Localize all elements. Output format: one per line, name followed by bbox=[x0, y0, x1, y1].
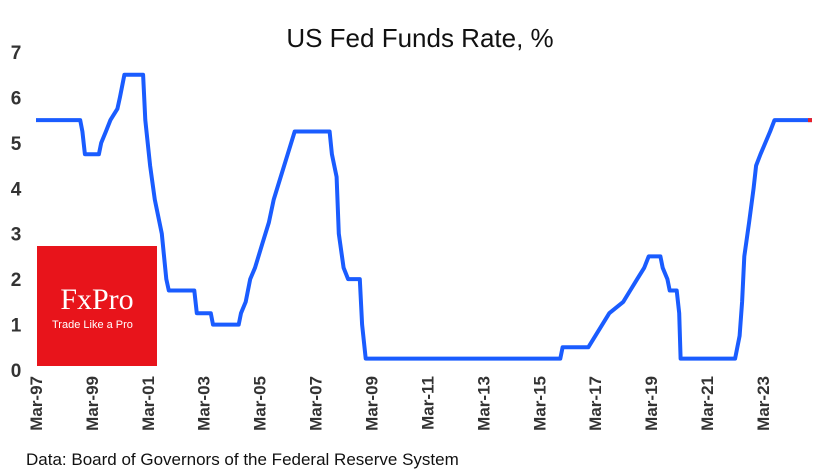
x-tick-label: Mar-23 bbox=[754, 376, 773, 431]
x-tick-label: Mar-11 bbox=[418, 376, 437, 430]
y-axis: 0 1 2 3 4 5 6 7 bbox=[11, 43, 22, 382]
y-tick-label: 2 bbox=[11, 270, 22, 291]
x-tick-label: Mar-03 bbox=[195, 376, 214, 431]
x-tick-label: Mar-13 bbox=[474, 376, 493, 431]
logo-name: FxPro bbox=[60, 283, 133, 316]
x-tick-label: Mar-99 bbox=[83, 376, 102, 431]
x-tick-label: Mar-17 bbox=[586, 376, 605, 431]
x-axis: Mar-97 Mar-99 Mar-01 Mar-03 Mar-05 Mar-07 Mar-… bbox=[27, 376, 773, 431]
x-tick-label: Mar-19 bbox=[642, 376, 661, 431]
x-tick-label: Mar-15 bbox=[530, 376, 549, 431]
y-tick-label: 1 bbox=[11, 316, 22, 337]
y-tick-label: 6 bbox=[11, 88, 22, 109]
series-layer bbox=[36, 72, 812, 361]
logo-tagline: Trade Like a Pro bbox=[52, 319, 133, 331]
source-note: Data: Board of Governors of the Federal … bbox=[26, 450, 459, 469]
chart-title: US Fed Funds Rate, % bbox=[286, 23, 553, 53]
x-tick-label: Mar-09 bbox=[362, 376, 381, 431]
y-tick-label: 4 bbox=[11, 179, 22, 200]
x-tick-label: Mar-07 bbox=[307, 376, 326, 431]
series-line bbox=[36, 72, 812, 361]
x-tick-label: Mar-05 bbox=[251, 376, 270, 431]
series-end-marker bbox=[808, 118, 812, 123]
fxpro-logo bbox=[37, 246, 157, 366]
x-tick-label: Mar-01 bbox=[139, 376, 158, 431]
y-tick-label: 0 bbox=[11, 361, 22, 382]
x-tick-label: Mar-21 bbox=[698, 376, 717, 431]
x-tick-label: Mar-97 bbox=[27, 376, 46, 431]
y-tick-label: 3 bbox=[11, 225, 22, 246]
y-tick-label: 5 bbox=[11, 134, 22, 155]
y-tick-label: 7 bbox=[11, 43, 22, 64]
